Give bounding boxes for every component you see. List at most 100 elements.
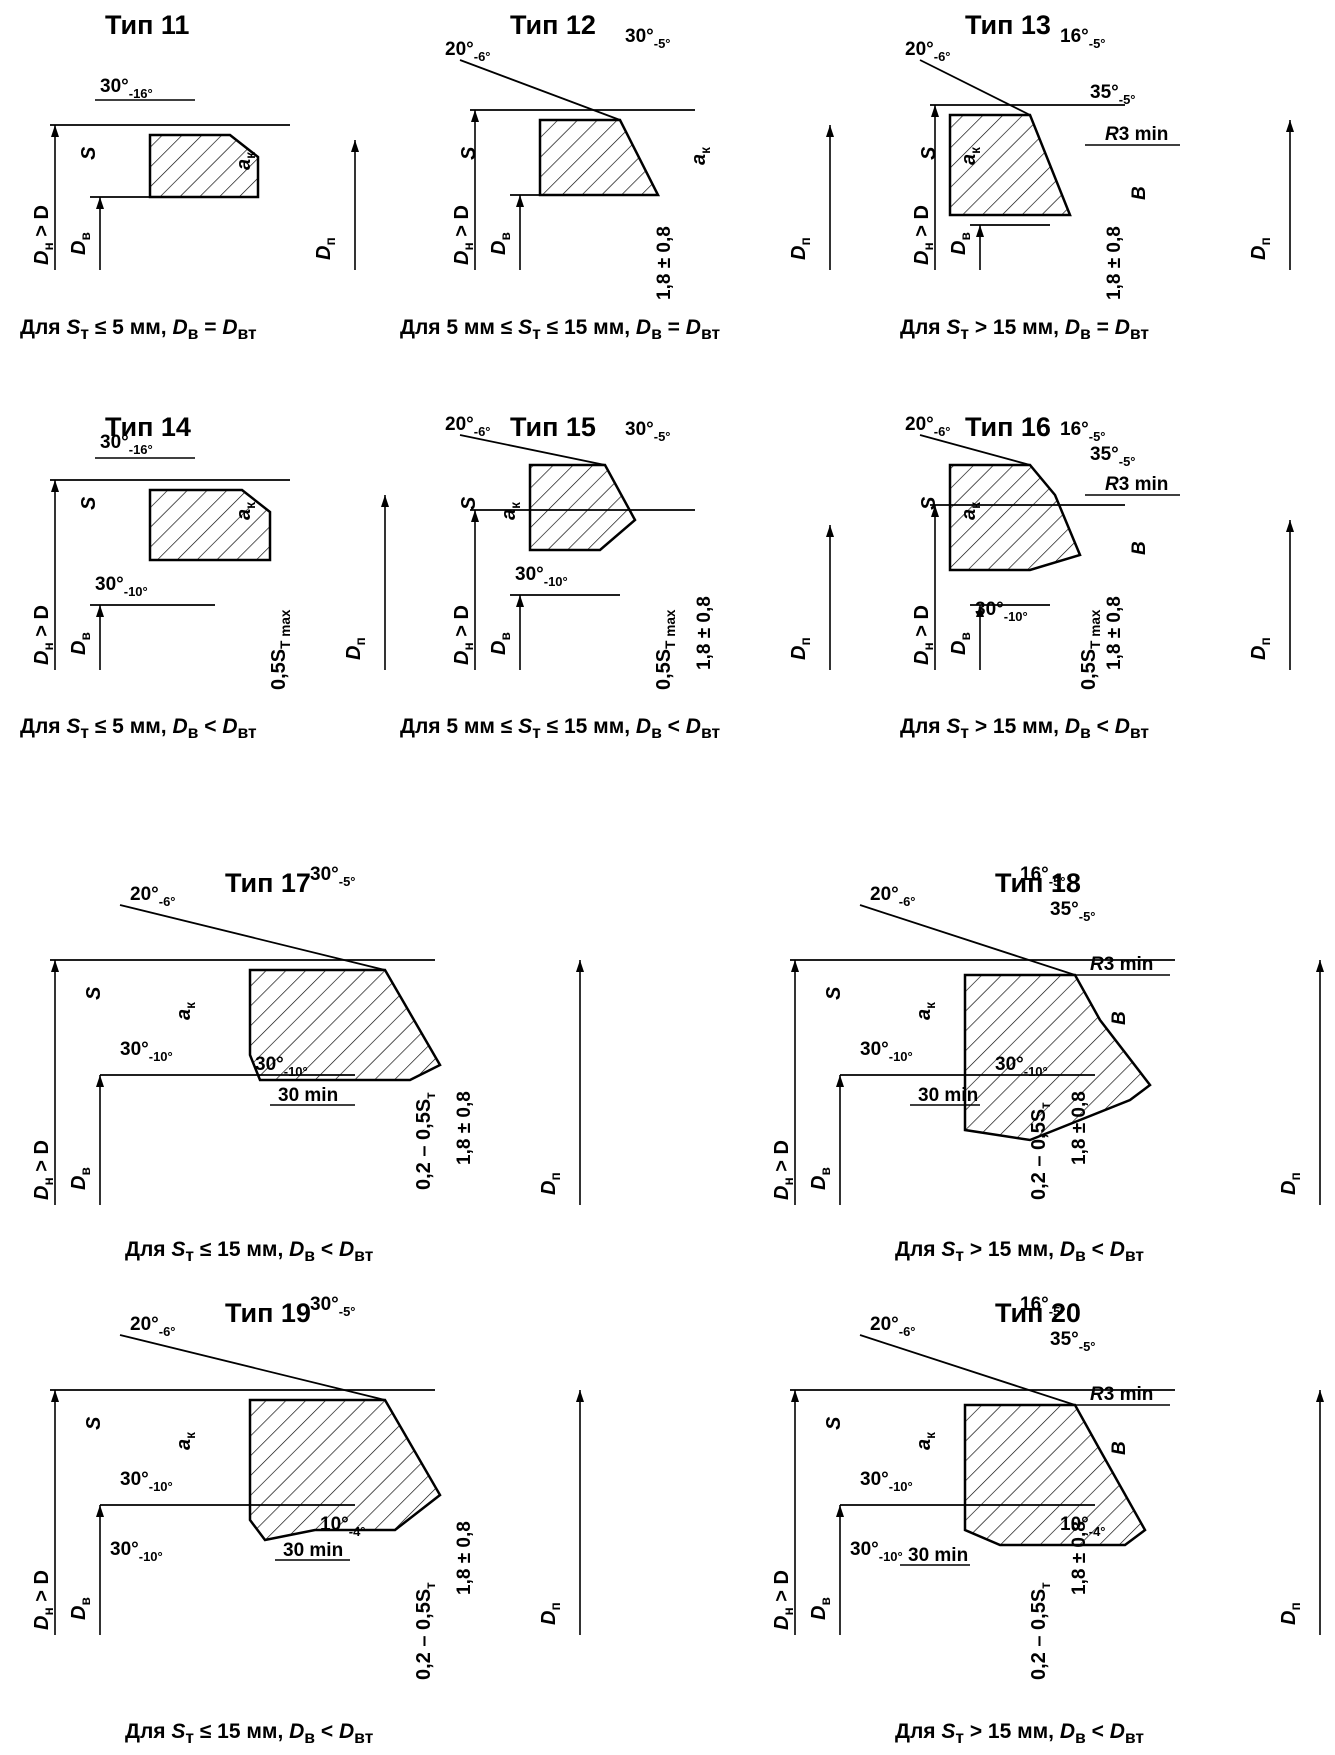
angle-lower-label: 30°-10° (860, 1039, 913, 1064)
dn-gt-dp-label: Dн > D (31, 205, 56, 265)
bevel-extension-line (459, 59, 621, 121)
arrowhead (51, 480, 59, 492)
bevel-extension-line (919, 434, 1031, 466)
half-thickness-label: 0,5ST max (1078, 609, 1103, 690)
arrowhead (826, 125, 834, 137)
s-label: S (83, 986, 105, 1000)
angle-bevel-label: 30°-5° (310, 864, 356, 889)
arrowhead (576, 1390, 584, 1402)
db-label: Dв (68, 1167, 93, 1190)
db-label: Dв (68, 1597, 93, 1620)
weld-section-hatch (148, 133, 260, 199)
panel-caption: Для Sт ≤ 15 мм, Dв < Dвт (125, 1238, 374, 1266)
s-label: S (78, 146, 100, 160)
weld-drawing: 30°-16° 30°-10° Saк Dн > D Dв Dп 0,5ST max (31, 432, 389, 690)
dn-gt-dp-label: Dн > D (451, 605, 476, 665)
angle-20-label: 20°-6° (130, 1314, 176, 1339)
angle-lower-label: 30°-10° (975, 599, 1028, 624)
bevel-extension-line (119, 904, 386, 971)
weld-section-hatch (948, 113, 1072, 217)
ak-label: aк (498, 502, 523, 520)
dn-gt-dp-label: Dн > D (451, 205, 476, 265)
ak-label: aк (958, 502, 983, 520)
dn-gt-dp-label: Dн > D (911, 205, 936, 265)
arrowhead (976, 225, 984, 237)
angle-30-lower-label: 30°-10° (110, 1539, 163, 1564)
half-thickness-label: 0,5ST max (268, 609, 293, 690)
half-thickness-label: 0,5ST max (653, 609, 678, 690)
arrowhead (1316, 1390, 1324, 1402)
range-dimension-label: 0,2 – 0,5Sт (1028, 1582, 1053, 1680)
angle-20-label: 20°-6° (130, 884, 176, 909)
min-dimension-label: 30 min (908, 1545, 968, 1566)
angle-20-label: 20°-6° (870, 884, 916, 909)
arrowhead (96, 1075, 104, 1087)
range-dimension-label: 0,2 – 0,5Sт (1028, 1102, 1053, 1200)
dp-label: Dп (1278, 1602, 1303, 1625)
arrowhead (516, 595, 524, 607)
arrowhead (96, 197, 104, 209)
s-label: S (458, 496, 480, 510)
radius-label: R3 min (1105, 124, 1168, 145)
gap-dimension-label: 1,8 ± 0,8 (694, 596, 715, 670)
panel-caption: Для Sт > 15 мм, Dв = Dвт (900, 316, 1150, 344)
dp-label: Dп (788, 637, 813, 660)
ak-label: aк (173, 1432, 198, 1450)
arrowhead (931, 105, 939, 117)
angle-bevel-label: 30°-5° (625, 26, 671, 51)
bevel-extension-line (919, 59, 1031, 116)
weld-drawing: 20°-6° 16°-5°35°-5° R3 min B 30°-10° Saк Dн > … (905, 414, 1294, 690)
dn-gt-dp-label: Dн > D (911, 605, 936, 665)
weld-section-hatch (528, 463, 637, 552)
db-label: Dв (808, 1597, 833, 1620)
dn-gt-dp-label: Dн > D (771, 1570, 796, 1630)
weld-drawing: 20°-6° 16°-5° 35°-5° R3 min B 30°-10° 30°-10° 1… (771, 1294, 1324, 1680)
weld-section-hatch (248, 1398, 442, 1542)
angle-20-label: 20°-6° (905, 414, 951, 439)
angle-35-label: 35°-5° (1090, 444, 1136, 469)
weld-drawing: 30°-16° Saк Dн > D Dв Dп (31, 76, 359, 270)
dn-gt-dp-label: Dн > D (31, 605, 56, 665)
db-label: Dв (948, 232, 973, 255)
b-dimension-label: B (1109, 1441, 1130, 1455)
gap-dimension-label: 1,8 ± 0,8 (454, 1521, 475, 1595)
db-label: Dв (68, 632, 93, 655)
weld-drawing: 20°-6° 30°-5° 30°-10° 30°-10° 10°-4°30 min Sa… (31, 1294, 584, 1680)
arrowhead (931, 505, 939, 517)
panel-caption: Для 5 мм ≤ Sт ≤ 15 мм, Dв = Dвт (400, 316, 721, 344)
angle-lower-label: 30°-10° (120, 1039, 173, 1064)
s-label: S (918, 146, 940, 160)
panel-type-12: Тип 12 Для 5 мм ≤ Sт ≤ 15 мм, Dв = Dвт 20°… (400, 0, 880, 420)
arrowhead (576, 960, 584, 972)
gap-dimension-label: 1,8 ± 0,8 (1069, 1091, 1090, 1165)
panel-type-15: Тип 15 Для 5 мм ≤ Sт ≤ 15 мм, Dв < Dвт 20°… (400, 400, 880, 820)
angle-bevel-label: 16°-5° (1060, 419, 1106, 444)
panel-type-19: Тип 19 Для Sт ≤ 15 мм, Dв < Dвт 20°-6° 30°-… (0, 1290, 620, 1747)
ak-label: aк (233, 152, 258, 170)
bevel-extension-line (459, 434, 606, 466)
db-label: Dв (808, 1167, 833, 1190)
s-label: S (823, 986, 845, 1000)
arrowhead (1316, 960, 1324, 972)
panel-caption: Для Sт ≤ 5 мм, Dв = Dвт (20, 316, 257, 344)
arrowhead (976, 605, 984, 617)
bevel-extension-line (859, 904, 1076, 976)
dn-gt-dp-label: Dн > D (31, 1140, 56, 1200)
dp-label: Dп (343, 637, 368, 660)
bevel-extension-line (859, 1334, 1076, 1406)
s-label: S (458, 146, 480, 160)
weld-section-hatch (963, 1403, 1147, 1547)
b-dimension-label: B (1129, 186, 1150, 200)
angle-35-label: 35°-5° (1050, 1329, 1096, 1354)
angle-lower-label: 30°-10° (515, 564, 568, 589)
arrowhead (1286, 520, 1294, 532)
angle-lower-label: 30°-10° (95, 574, 148, 599)
panel-title: Тип 13 (965, 10, 1051, 40)
angle-20-label: 20°-6° (905, 39, 951, 64)
panel-caption: Для Sт > 15 мм, Dв < Dвт (895, 1238, 1145, 1266)
arrowhead (836, 1505, 844, 1517)
dp-label: Dп (1248, 637, 1273, 660)
s-label: S (918, 496, 940, 510)
dp-label: Dп (788, 237, 813, 260)
